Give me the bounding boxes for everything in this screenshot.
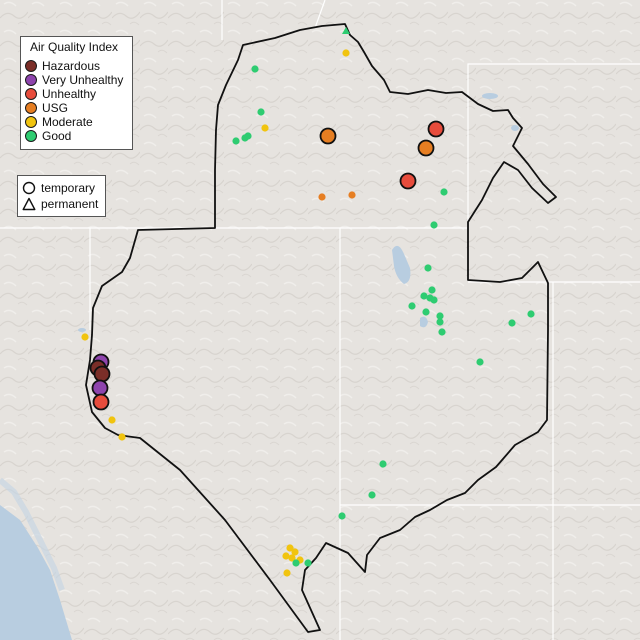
monitor-site-marker: [318, 193, 326, 201]
usg-swatch: [25, 102, 37, 114]
monitor-site-marker: [108, 416, 116, 424]
monitor-site-marker: [430, 221, 438, 229]
monitor-site-marker: [257, 108, 265, 116]
monitor-site-marker: [288, 554, 296, 562]
good-swatch: [25, 130, 37, 142]
monitor-site-marker: [232, 137, 240, 145]
legend-label: Good: [42, 129, 72, 143]
pacific-ocean: [0, 505, 72, 640]
aqi-legend: Air Quality Index Hazardous Very Unhealt…: [20, 36, 133, 150]
great-salt-lake: [392, 245, 411, 284]
lake-small-3: [78, 328, 86, 332]
lake-small-1: [482, 93, 498, 99]
monitor-site-marker: [304, 559, 312, 567]
very-unhealthy-swatch: [25, 74, 37, 86]
monitor-site-marker: [91, 379, 109, 397]
monitor-sites: [81, 27, 535, 577]
monitor-site-marker: [81, 333, 89, 341]
legend-label: temporary: [41, 181, 96, 195]
legend-label: Unhealthy: [42, 87, 97, 101]
circle-icon: [22, 181, 36, 195]
monitor-site-marker: [92, 393, 110, 411]
monitor-site-marker: [261, 124, 269, 132]
monitor-site-marker: [319, 127, 337, 145]
hazardous-swatch: [25, 60, 37, 72]
monitor-site-marker: [527, 310, 535, 318]
monitor-site-marker: [338, 512, 346, 520]
study-area-boundary: [85, 23, 557, 633]
monitor-type-legend: temporary permanent: [17, 175, 106, 217]
monitor-site-marker: [440, 188, 448, 196]
monitor-site-marker: [282, 552, 290, 560]
permanent-monitor-marker: [342, 27, 350, 34]
triangle-icon: [22, 197, 36, 211]
legend-label: Very Unhealthy: [42, 73, 124, 87]
monitor-site-marker: [348, 191, 356, 199]
legend-item-moderate: Moderate: [25, 115, 93, 129]
monitor-site-marker: [251, 65, 259, 73]
utah-lake: [420, 316, 428, 328]
monitor-site-marker: [408, 302, 416, 310]
monitor-site-marker: [427, 120, 445, 138]
legend-item-unhealthy: Unhealthy: [25, 87, 96, 101]
legend-item-hazardous: Hazardous: [25, 59, 100, 73]
legend-item-permanent: permanent: [22, 197, 98, 211]
monitor-site-marker: [292, 559, 300, 567]
monitor-site-marker: [476, 358, 484, 366]
unhealthy-swatch: [25, 88, 37, 100]
monitor-site-marker: [283, 569, 291, 577]
coast-shelf: [0, 477, 65, 592]
monitor-site-marker: [368, 491, 376, 499]
monitor-site-marker: [118, 433, 126, 441]
monitor-site-marker: [420, 292, 428, 300]
legend-label: permanent: [41, 197, 99, 211]
legend-item-temporary: temporary: [22, 181, 95, 195]
monitor-site-marker: [286, 544, 294, 552]
lake-small-2: [511, 125, 519, 131]
moderate-swatch: [25, 116, 37, 128]
monitor-site-marker: [417, 139, 435, 157]
legend-label: Hazardous: [42, 59, 101, 73]
monitor-site-marker: [399, 172, 417, 190]
legend-label: Moderate: [42, 115, 93, 129]
monitor-site-marker: [436, 318, 444, 326]
monitor-site-marker: [291, 548, 299, 556]
aqi-legend-title: Air Quality Index: [30, 40, 119, 54]
legend-item-usg: USG: [25, 101, 68, 115]
legend-item-very-unhealthy: Very Unhealthy: [25, 73, 123, 87]
monitor-site-marker: [438, 328, 446, 336]
monitor-site-marker: [430, 296, 438, 304]
monitor-site-marker: [424, 264, 432, 272]
monitor-site-marker: [244, 132, 252, 140]
monitor-site-marker: [93, 365, 111, 383]
legend-item-good: Good: [25, 129, 71, 143]
monitor-site-marker: [342, 49, 350, 57]
monitor-site-marker: [422, 308, 430, 316]
monitor-site-marker: [428, 286, 436, 294]
legend-label: USG: [42, 101, 69, 115]
monitor-site-marker: [379, 460, 387, 468]
monitor-site-marker: [436, 312, 444, 320]
monitor-site-marker: [508, 319, 516, 327]
